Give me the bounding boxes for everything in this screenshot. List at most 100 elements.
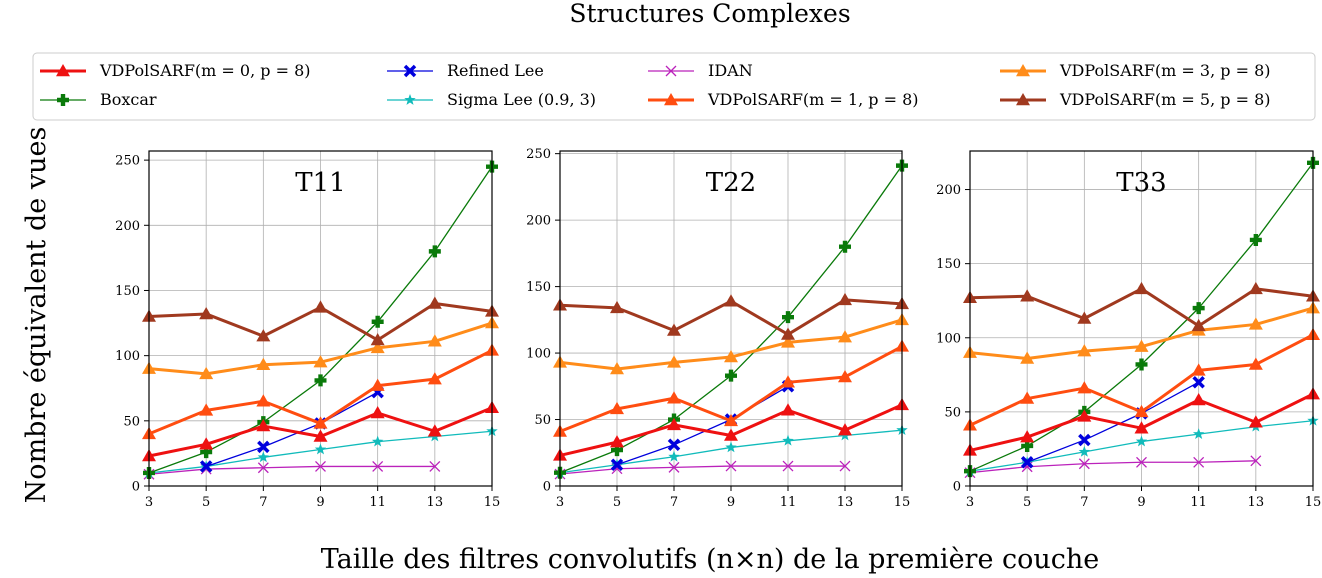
data-point: [667, 417, 681, 431]
data-point: [782, 434, 794, 446]
series-line: [559, 465, 845, 475]
data-point: [199, 366, 214, 380]
legend-label: IDAN: [708, 61, 753, 80]
data-point: [610, 458, 624, 471]
x-tick-label: 13: [1248, 495, 1265, 510]
data-point: [781, 327, 795, 340]
y-tick-label: 100: [526, 347, 551, 362]
data-point: [427, 334, 442, 347]
data-point: [200, 446, 213, 459]
y-tick-label: 0: [543, 480, 551, 495]
legend-marker: [1016, 93, 1030, 106]
legend-item-idan: IDAN: [648, 61, 753, 80]
x-tick-label: 13: [837, 495, 854, 510]
y-tick-label: 50: [123, 414, 140, 429]
data-point: [372, 460, 384, 472]
data-point: [315, 460, 326, 472]
y-tick-label: 100: [936, 331, 961, 346]
x-axis-label: Taille des filtres convolutifs (n×n) de …: [321, 544, 1100, 575]
data-point: [1248, 415, 1263, 428]
data-point: [257, 440, 270, 454]
data-point: [611, 444, 623, 457]
data-point: [781, 375, 795, 388]
y-tick-label: 250: [526, 147, 551, 162]
data-point: [724, 350, 738, 363]
data-point: [1191, 363, 1206, 376]
data-point: [1248, 281, 1263, 295]
legend-item-sigma-lee-0-9-3: Sigma Lee (0.9, 3): [387, 90, 596, 109]
x-tick-label: 3: [966, 495, 974, 510]
data-point: [313, 416, 328, 429]
legend-label: VDPolSARF(m = 1, p = 8): [707, 90, 919, 109]
series-line: [969, 460, 1256, 474]
y-tick-label: 200: [936, 183, 961, 198]
data-point: [782, 460, 794, 472]
legend-item-vdpolsarf-m-5-p-8: VDPolSARF(m = 5, p = 8): [1000, 90, 1271, 109]
series-idan: [143, 460, 441, 480]
series-idan: [964, 455, 1262, 479]
data-point: [1078, 445, 1091, 457]
x-tick-label: 9: [727, 495, 735, 510]
legend-label: VDPolSARF(m = 0, p = 8): [99, 61, 311, 80]
data-point: [1191, 318, 1206, 332]
data-point: [781, 335, 795, 348]
data-point: [1136, 456, 1147, 468]
data-point: [724, 413, 738, 427]
data-point: [1077, 311, 1092, 324]
data-point: [1135, 435, 1148, 447]
x-tick-label: 9: [316, 495, 324, 510]
x-tick-label: 9: [1137, 495, 1145, 510]
legend-item-vdpolsarf-m-3-p-8: VDPolSARF(m = 3, p = 8): [1000, 61, 1271, 80]
legend-marker: [1016, 64, 1030, 77]
data-point: [199, 437, 214, 450]
y-tick-label: 0: [953, 480, 961, 495]
data-point: [1135, 358, 1148, 371]
legend-label: Sigma Lee (0.9, 3): [447, 90, 596, 109]
data-point: [668, 461, 680, 473]
legend-label: VDPolSARF(m = 3, p = 8): [1059, 61, 1271, 80]
data-point: [313, 300, 328, 313]
x-tick-label: 5: [613, 495, 621, 510]
data-point: [1021, 439, 1034, 452]
x-tick-label: 5: [1023, 495, 1031, 510]
data-point: [256, 419, 271, 432]
y-tick-label: 150: [936, 257, 961, 272]
legend-marker: [403, 64, 417, 78]
legend-label: Boxcar: [100, 90, 157, 109]
legend-item-boxcar: Boxcar: [40, 90, 157, 109]
data-point: [1078, 433, 1091, 447]
y-tick-label: 150: [115, 284, 140, 299]
data-point: [1250, 455, 1262, 467]
data-point: [371, 435, 384, 447]
data-point: [1248, 317, 1263, 330]
data-point: [1134, 404, 1149, 418]
data-point: [1020, 430, 1035, 443]
data-point: [667, 438, 681, 452]
legend-label: VDPolSARF(m = 5, p = 8): [1059, 90, 1271, 109]
data-point: [781, 403, 795, 416]
data-point: [370, 378, 385, 391]
x-tick-label: 5: [202, 495, 210, 510]
data-point: [610, 435, 624, 448]
data-point: [1249, 233, 1262, 246]
x-tick-label: 15: [1305, 495, 1322, 510]
data-point: [427, 424, 442, 437]
series-idan: [554, 460, 851, 480]
data-point: [668, 450, 680, 462]
data-point: [256, 357, 271, 371]
legend: VDPolSARF(m = 0, p = 8) Boxcar Refined Lee…: [32, 52, 1316, 121]
legend-item-vdpolsarf-m-1-p-8: VDPolSARF(m = 1, p = 8): [648, 90, 919, 109]
series-line: [205, 391, 378, 468]
data-point: [1192, 376, 1205, 389]
y-tick-label: 250: [115, 154, 140, 169]
x-tick-label: 7: [670, 495, 678, 510]
data-point: [725, 460, 737, 472]
data-point: [1193, 456, 1205, 468]
x-tick-label: 11: [1190, 495, 1207, 510]
data-point: [667, 355, 681, 368]
x-tick-label: 11: [780, 495, 797, 510]
series-vdpolsarf-m-0-p-8: [553, 397, 909, 461]
